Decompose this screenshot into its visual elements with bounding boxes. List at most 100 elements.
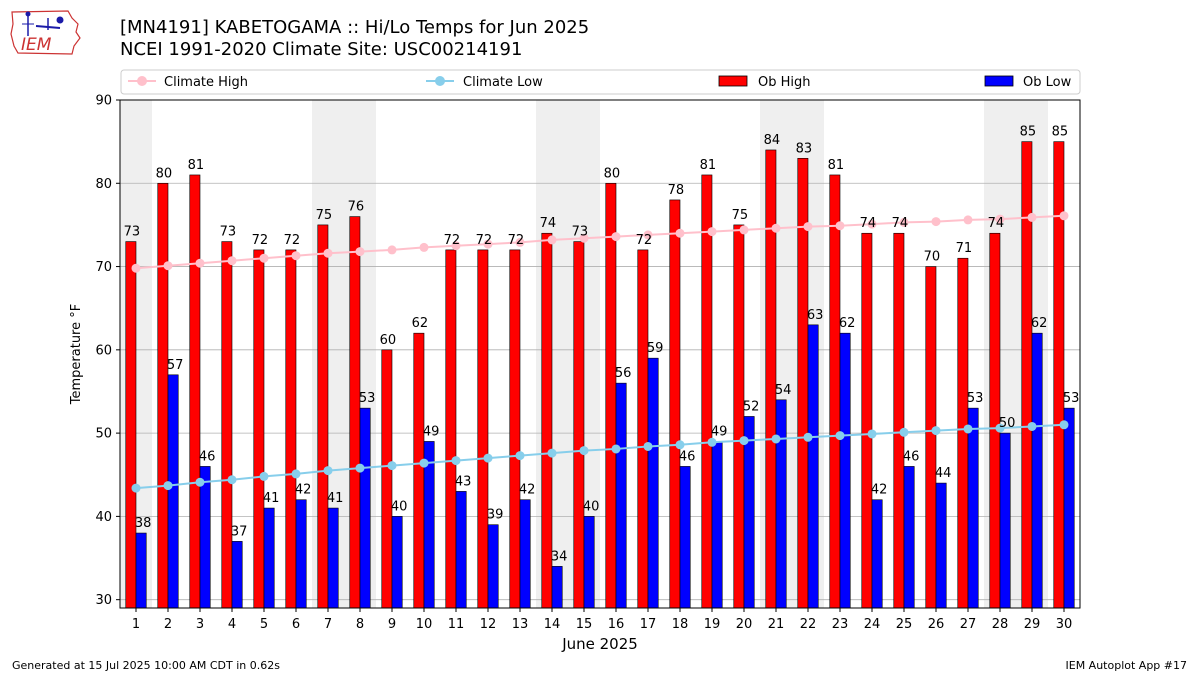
ob-high-label: 72 (284, 233, 301, 248)
ob-low-bar (903, 466, 915, 609)
ob-low-bar (327, 507, 339, 609)
climate-low-point (995, 423, 1005, 433)
x-tick-label: 12 (480, 617, 497, 632)
ob-low-label: 62 (1031, 316, 1048, 331)
ob-high-label: 81 (188, 158, 205, 173)
climate-low-point (643, 441, 653, 451)
ob-high-label: 74 (540, 216, 557, 231)
climate-low-line (135, 423, 1065, 490)
climate-low-point (355, 463, 365, 473)
legend-item-climate-low: Climate Low (426, 75, 543, 90)
ob-high-label: 71 (956, 241, 973, 256)
climate-low-point (739, 436, 749, 446)
climate-high-point (387, 245, 397, 255)
ob-low-label: 50 (999, 416, 1016, 431)
ob-high-bar (861, 232, 873, 609)
y-tick-label: 80 (95, 177, 112, 192)
climate-high-point (707, 227, 717, 237)
climate-high-point (291, 251, 301, 261)
climate-high-point (323, 248, 333, 258)
ob-high-bar (573, 241, 585, 609)
climate-high-point (675, 228, 685, 238)
weekend-shading (120, 100, 1048, 608)
x-tick-label: 14 (544, 617, 561, 632)
climate-high-point (643, 230, 653, 240)
ob-low-label: 41 (263, 491, 280, 506)
x-tick-label: 7 (324, 617, 332, 632)
climate-low-point (451, 456, 461, 466)
weather-station-icon (22, 11, 64, 36)
x-tick-label: 19 (704, 617, 721, 632)
ob-high-bar (413, 332, 425, 609)
climate-low-point (419, 458, 429, 468)
climate-high-point (483, 239, 493, 249)
x-tick-label: 15 (576, 617, 593, 632)
ob-high-bar (125, 241, 137, 609)
climate-low-point (835, 431, 845, 441)
climate-low-point (963, 424, 973, 434)
x-tick-label: 20 (736, 617, 753, 632)
ob-high-label: 85 (1052, 125, 1069, 140)
climate-high-point (803, 222, 813, 232)
x-tick-label: 13 (512, 617, 529, 632)
ob-low-label: 39 (487, 508, 504, 523)
ob-low-label: 46 (903, 449, 920, 464)
x-tick-label: 10 (416, 617, 433, 632)
ob-high-label: 73 (572, 225, 589, 240)
ob-low-bar (935, 482, 947, 609)
x-tick-label: 30 (1056, 617, 1073, 632)
ob-high-label: 72 (252, 233, 269, 248)
ob-low-label: 57 (167, 358, 184, 373)
x-tick-label: 26 (928, 617, 945, 632)
climate-high-point (547, 235, 557, 245)
ob-low-label: 37 (231, 524, 248, 539)
ob-low-label: 49 (423, 424, 440, 439)
climate-low-point (675, 440, 685, 450)
ob-high-label: 85 (1020, 125, 1037, 140)
x-tick-label: 17 (640, 617, 657, 632)
ob-high-label: 62 (412, 316, 429, 331)
ob-low-bar (679, 466, 691, 609)
ob-high-label: 72 (444, 233, 461, 248)
x-axis-label: June 2025 (561, 635, 638, 653)
x-tick-label: 28 (992, 617, 1009, 632)
climate-high-point (131, 263, 141, 273)
x-tick-label: 5 (260, 617, 268, 632)
ob-low-bar (1031, 332, 1043, 609)
climate-low-point (163, 481, 173, 491)
climate-low-point (259, 471, 269, 481)
y-axis: 30 40 50 60 70 80 90 (95, 94, 120, 608)
x-tick-label: 23 (832, 617, 849, 632)
ob-low-label: 40 (391, 499, 408, 514)
ob-high-bar (637, 249, 649, 609)
climate-high-point (835, 221, 845, 231)
climate-low-point (291, 469, 301, 479)
ob-high-bar (829, 174, 841, 609)
ob-high-label: 74 (860, 216, 877, 231)
ob-low-label: 41 (327, 491, 344, 506)
x-tick-label: 2 (164, 617, 172, 632)
generated-timestamp: Generated at 15 Jul 2025 10:00 AM CDT in… (12, 659, 280, 672)
ob-low-bar (711, 441, 723, 609)
ob-high-bar (285, 249, 297, 609)
ob-high-bar (221, 241, 233, 609)
ob-high-label: 75 (316, 208, 333, 223)
climate-low-point (131, 483, 141, 493)
climate-high-point (259, 253, 269, 263)
climate-low-point (1059, 420, 1069, 430)
ob-low-bar (1063, 407, 1075, 609)
ob-high-label: 81 (700, 158, 717, 173)
ob-low-bar (519, 499, 531, 609)
ob-high-bar (157, 182, 169, 609)
climate-low-point (931, 426, 941, 436)
ob-high-label: 73 (220, 225, 237, 240)
ob-high-bar (189, 174, 201, 609)
x-tick-label: 6 (292, 617, 300, 632)
ob-low-bar (295, 499, 307, 609)
ob-low-label: 56 (615, 366, 632, 381)
ob-high-bar (477, 249, 489, 609)
y-tick-label: 70 (95, 260, 112, 275)
x-tick-label: 11 (448, 617, 465, 632)
ob-low-label: 62 (839, 316, 856, 331)
